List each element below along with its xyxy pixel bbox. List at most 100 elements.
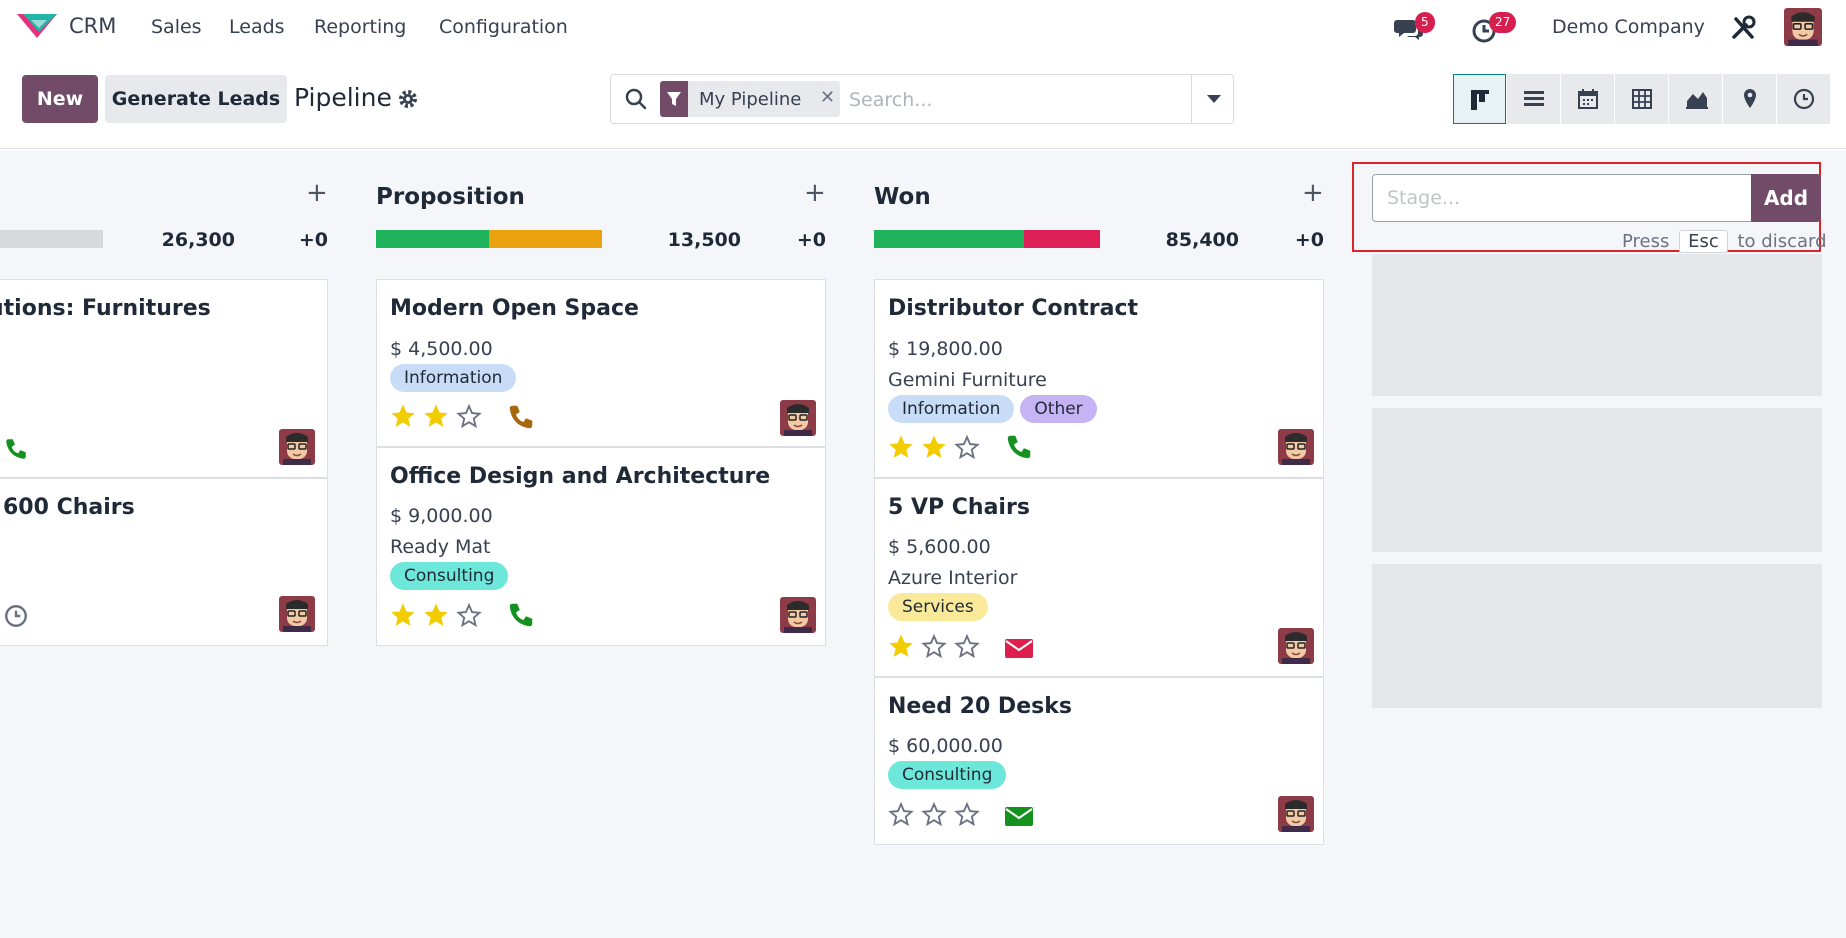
- menu-sales[interactable]: Sales: [151, 16, 202, 38]
- salesperson-avatar[interactable]: [1278, 796, 1314, 832]
- salesperson-avatar[interactable]: [1278, 429, 1314, 465]
- discard-hint: Press Esc to discard: [1622, 230, 1827, 253]
- placeholder-column-block: [1372, 564, 1822, 708]
- column-progress-bar[interactable]: [874, 230, 1100, 248]
- lead-card[interactable]: utions: Furnitures: [0, 279, 328, 478]
- filter-icon: [660, 81, 688, 117]
- priority-stars[interactable]: [389, 601, 483, 629]
- tag-information: Information: [888, 395, 1015, 423]
- progress-segment-green[interactable]: [874, 230, 1024, 248]
- column-title[interactable]: Proposition: [376, 184, 525, 210]
- debug-tools-icon[interactable]: [1730, 15, 1756, 41]
- star-empty-icon[interactable]: [953, 632, 981, 660]
- stage-name-input[interactable]: [1372, 174, 1752, 222]
- menu-reporting[interactable]: Reporting: [314, 16, 407, 38]
- activities-button[interactable]: 27: [1467, 12, 1517, 44]
- column-total: 26,300: [161, 229, 235, 251]
- column-delta: +0: [796, 229, 826, 251]
- lead-name: 5 VP Chairs: [888, 495, 1030, 520]
- quick-create-button[interactable]: +: [1302, 178, 1324, 208]
- star-empty-icon[interactable]: [953, 800, 981, 828]
- add-stage-button[interactable]: Add: [1751, 174, 1821, 222]
- salesperson-avatar[interactable]: [780, 400, 816, 436]
- tag-consulting: Consulting: [390, 562, 509, 590]
- phone-icon[interactable]: [506, 402, 536, 432]
- pivot-view-button[interactable]: [1615, 74, 1668, 124]
- star-empty-icon[interactable]: [920, 800, 948, 828]
- column-total: 13,500: [667, 229, 741, 251]
- column-progress-bar[interactable]: [0, 230, 103, 248]
- map-view-button[interactable]: [1723, 74, 1776, 124]
- column-title[interactable]: Won: [874, 184, 931, 210]
- star-filled-icon[interactable]: [887, 632, 915, 660]
- priority-stars[interactable]: [887, 433, 981, 461]
- company-switcher[interactable]: Demo Company: [1552, 16, 1705, 38]
- priority-stars[interactable]: [887, 800, 981, 828]
- phone-icon[interactable]: [506, 600, 536, 630]
- new-button[interactable]: New: [22, 75, 98, 123]
- search-input[interactable]: [849, 85, 1149, 115]
- lead-card[interactable]: 600 Chairs: [0, 478, 328, 646]
- graph-view-button[interactable]: [1669, 74, 1722, 124]
- lead-partner: Ready Mat: [390, 536, 491, 558]
- menu-leads[interactable]: Leads: [229, 16, 285, 38]
- placeholder-column-block: [1372, 254, 1822, 396]
- quick-create-button[interactable]: +: [804, 178, 826, 208]
- envelope-icon[interactable]: [1004, 633, 1034, 663]
- star-empty-icon[interactable]: [455, 402, 483, 430]
- quick-create-button[interactable]: +: [306, 178, 328, 208]
- search-options-toggle[interactable]: [1191, 74, 1234, 124]
- phone-icon[interactable]: [1004, 432, 1034, 462]
- salesperson-avatar[interactable]: [1278, 628, 1314, 664]
- kanban-view-button[interactable]: [1453, 74, 1506, 124]
- app-name[interactable]: CRM: [69, 14, 117, 38]
- lead-card[interactable]: 5 VP Chairs $ 5,600.00 Azure Interior Se…: [874, 478, 1324, 677]
- star-filled-icon[interactable]: [422, 601, 450, 629]
- progress-segment-green[interactable]: [376, 230, 489, 248]
- top-navbar: CRM Sales Leads Reporting Configuration …: [0, 0, 1846, 55]
- column-total: 85,400: [1165, 229, 1239, 251]
- star-empty-icon[interactable]: [953, 433, 981, 461]
- salesperson-avatar[interactable]: [780, 597, 816, 633]
- menu-configuration[interactable]: Configuration: [439, 16, 568, 38]
- star-filled-icon[interactable]: [389, 402, 417, 430]
- column-progress-bar[interactable]: [376, 230, 602, 248]
- lead-name: utions: Furnitures: [0, 296, 211, 321]
- calendar-view-button[interactable]: [1561, 74, 1614, 124]
- lead-amount: $ 4,500.00: [390, 338, 493, 360]
- star-empty-icon[interactable]: [455, 601, 483, 629]
- salesperson-avatar[interactable]: [279, 596, 315, 632]
- gear-icon[interactable]: [397, 88, 419, 110]
- star-filled-icon[interactable]: [389, 601, 417, 629]
- lead-name: Need 20 Desks: [888, 694, 1072, 719]
- progress-segment-orange[interactable]: [489, 230, 602, 248]
- esc-key: Esc: [1679, 230, 1728, 253]
- star-filled-icon[interactable]: [920, 433, 948, 461]
- map-icon: [1744, 89, 1756, 108]
- lead-card[interactable]: Distributor Contract $ 19,800.00 Gemini …: [874, 279, 1324, 478]
- clock-icon[interactable]: [3, 603, 29, 629]
- crm-logo-icon[interactable]: [17, 12, 57, 40]
- lead-card[interactable]: Need 20 Desks $ 60,000.00 Consulting: [874, 677, 1324, 845]
- envelope-icon[interactable]: [1004, 801, 1034, 831]
- tag-consulting: Consulting: [888, 761, 1007, 789]
- lead-card[interactable]: Office Design and Architecture $ 9,000.0…: [376, 447, 826, 646]
- star-empty-icon[interactable]: [887, 800, 915, 828]
- star-filled-icon[interactable]: [887, 433, 915, 461]
- search-icon: [625, 88, 647, 110]
- priority-stars[interactable]: [389, 402, 483, 430]
- kanban-icon: [1471, 90, 1489, 110]
- messages-button[interactable]: 5: [1390, 12, 1435, 44]
- phone-icon[interactable]: [3, 436, 29, 462]
- lead-card[interactable]: Modern Open Space $ 4,500.00 Information: [376, 279, 826, 447]
- facet-remove-icon[interactable]: ✕: [820, 87, 836, 108]
- generate-leads-button[interactable]: Generate Leads: [105, 75, 287, 123]
- activity-view-button[interactable]: [1777, 74, 1830, 124]
- star-filled-icon[interactable]: [422, 402, 450, 430]
- user-avatar[interactable]: [1784, 8, 1822, 46]
- salesperson-avatar[interactable]: [279, 429, 315, 465]
- progress-segment-red[interactable]: [1024, 230, 1100, 248]
- star-empty-icon[interactable]: [920, 632, 948, 660]
- priority-stars[interactable]: [887, 632, 981, 660]
- list-view-button[interactable]: [1507, 74, 1560, 124]
